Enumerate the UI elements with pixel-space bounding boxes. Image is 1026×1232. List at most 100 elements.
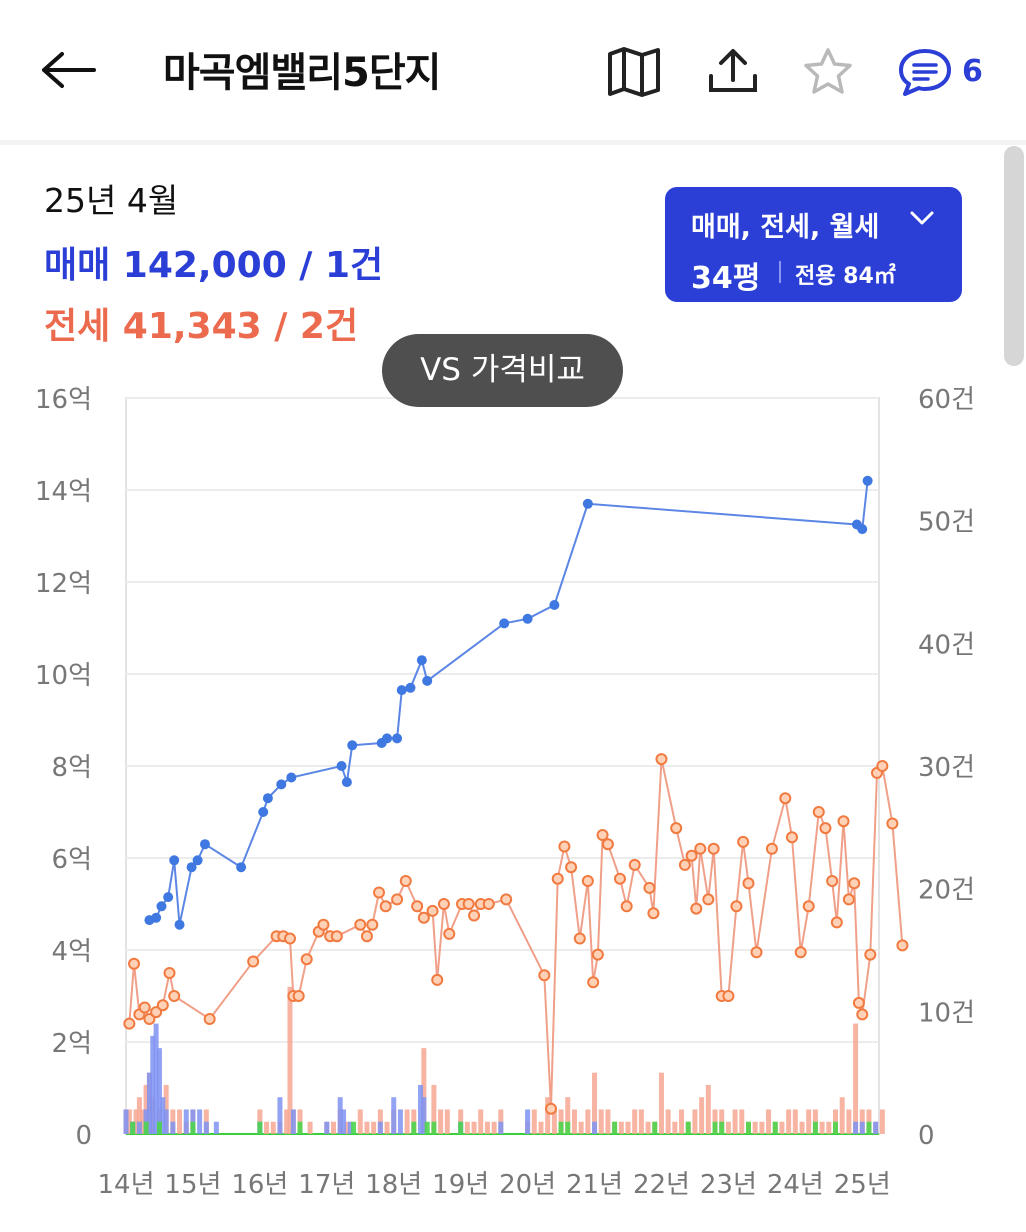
- volume-bar-jeonse: [665, 1109, 671, 1134]
- jeonse-price-point: [765, 842, 778, 855]
- volume-bar-jeonse: [551, 1109, 557, 1134]
- volume-bar-sale: [498, 1121, 504, 1134]
- volume-bar-sale: [290, 1109, 296, 1134]
- price-compare-button[interactable]: VS 가격비교: [382, 334, 623, 407]
- volume-bar-sale: [421, 1097, 427, 1134]
- volume-bar-jeonse: [739, 1109, 745, 1134]
- volume-bar-sale: [873, 1121, 879, 1134]
- volume-bar-jeonse: [786, 1109, 792, 1134]
- jeonse-price-point: [500, 893, 513, 906]
- y-right-tick-label: 60건: [918, 385, 975, 415]
- jeonse-price-point: [826, 875, 839, 887]
- y-right-tick-label: 50건: [918, 508, 975, 538]
- volume-bar-jeonse: [371, 1121, 377, 1134]
- volume-bar-jeonse: [491, 1121, 497, 1134]
- volume-bar-jeonse: [444, 1109, 450, 1134]
- jeonse-price-point: [876, 760, 889, 772]
- jeonse-price-point: [685, 849, 698, 862]
- volume-bar-rent: [712, 1121, 718, 1134]
- volume-bar-jeonse: [307, 1121, 313, 1134]
- volume-bar-sale: [156, 1048, 162, 1134]
- scrollbar[interactable]: [1004, 146, 1024, 366]
- x-tick-label: 17년: [298, 1170, 355, 1200]
- volume-bar-jeonse: [545, 1097, 551, 1134]
- volume-bar-jeonse: [779, 1121, 785, 1134]
- jeonse-price-point: [482, 898, 495, 910]
- jeonse-price-point: [573, 932, 586, 945]
- jeonse-price-point: [886, 817, 899, 830]
- deal-type-filter-button[interactable]: 매매, 전세, 월세 34평 전용 84㎡: [665, 187, 962, 302]
- share-icon[interactable]: [705, 46, 761, 98]
- map-icon[interactable]: [606, 46, 662, 98]
- sale-price-point: [405, 682, 416, 693]
- jeonse-price-point: [168, 990, 181, 1002]
- volume-bar-jeonse: [270, 1121, 276, 1134]
- x-tick-label: 14년: [97, 1170, 154, 1200]
- sale-price-point: [262, 793, 273, 804]
- jeonse-price-point: [300, 953, 313, 966]
- jeonse-price-point: [812, 806, 825, 818]
- volume-bar-rent: [812, 1121, 818, 1134]
- volume-bar-rent: [156, 1121, 162, 1134]
- volume-bar-jeonse: [752, 1121, 758, 1134]
- volume-bar-sale: [347, 1121, 353, 1134]
- jeonse-price-point: [670, 822, 683, 835]
- volume-bar-jeonse: [287, 986, 293, 1134]
- jeonse-price-point: [443, 927, 456, 940]
- y-left-tick-label: 0: [75, 1121, 92, 1151]
- sale-price-point: [347, 740, 358, 751]
- volume-bar-sale: [397, 1109, 403, 1134]
- volume-bar-rent: [558, 1121, 564, 1134]
- jeonse-price-point: [379, 900, 392, 913]
- jeonse-price-point: [366, 918, 379, 931]
- sale-price-point: [286, 772, 297, 783]
- sale-price-point: [258, 807, 269, 817]
- jeonse-price-point: [830, 916, 843, 929]
- volume-bar-rent: [565, 1121, 571, 1134]
- jeonse-price-point: [283, 932, 296, 945]
- y-left-tick-label: 16억: [35, 385, 92, 415]
- volume-bar-jeonse: [585, 1109, 591, 1134]
- comment-count[interactable]: 6: [962, 54, 983, 89]
- x-tick-label: 24년: [767, 1170, 824, 1200]
- volume-bar-sale: [163, 1109, 169, 1134]
- jeonse-price-point: [581, 875, 594, 887]
- jeonse-price-point: [750, 946, 763, 959]
- volume-bar-rent: [190, 1121, 196, 1134]
- volume-bar-jeonse: [826, 1121, 832, 1134]
- jeonse-price-point: [730, 900, 743, 913]
- app-header: 마곡엠밸리5단지 6: [0, 0, 1026, 140]
- sale-price-point: [192, 855, 203, 866]
- jeonse-summary: 전세 41,343 / 2건: [44, 306, 359, 347]
- volume-bar-jeonse: [484, 1121, 490, 1134]
- jeonse-price-point: [628, 858, 641, 871]
- volume-bar-jeonse: [699, 1097, 705, 1134]
- volume-bar-sale: [170, 1121, 176, 1134]
- volume-bar-jeonse: [605, 1109, 611, 1134]
- jeonse-price-point: [128, 957, 141, 970]
- jeonse-price-point: [848, 877, 861, 890]
- volume-bar-jeonse: [404, 1109, 410, 1134]
- volume-bar-jeonse: [732, 1109, 738, 1134]
- volume-bar-jeonse: [133, 1109, 139, 1134]
- sale-price-point: [186, 862, 197, 873]
- jeonse-price-point: [742, 877, 755, 890]
- volume-bar-rent: [719, 1121, 725, 1134]
- volume-bar-jeonse: [177, 1109, 183, 1134]
- volume-bar-jeonse: [638, 1109, 644, 1134]
- jeonse-price-line: [128, 758, 904, 1109]
- volume-bar-jeonse: [625, 1121, 631, 1134]
- y-right-tick-label: 0: [918, 1121, 935, 1151]
- price-chart[interactable]: 0 2억 4억 6억 8억 10억 12억 14억 16억 0 10건 20건 30건 40건 50건 60건…: [0, 380, 1026, 1232]
- volume-bar-sale: [337, 1097, 343, 1134]
- volume-bar-jeonse: [471, 1121, 477, 1134]
- volume-bar-sale: [136, 1121, 142, 1134]
- back-arrow-icon[interactable]: [40, 48, 100, 92]
- comment-icon[interactable]: [897, 46, 953, 98]
- sale-price-point: [276, 779, 287, 790]
- jeonse-price-point: [538, 969, 551, 982]
- jeonse-price-point: [437, 898, 450, 910]
- star-icon[interactable]: [800, 46, 856, 98]
- jeonse-price-point: [596, 829, 609, 841]
- volume-bar-sale: [391, 1097, 397, 1134]
